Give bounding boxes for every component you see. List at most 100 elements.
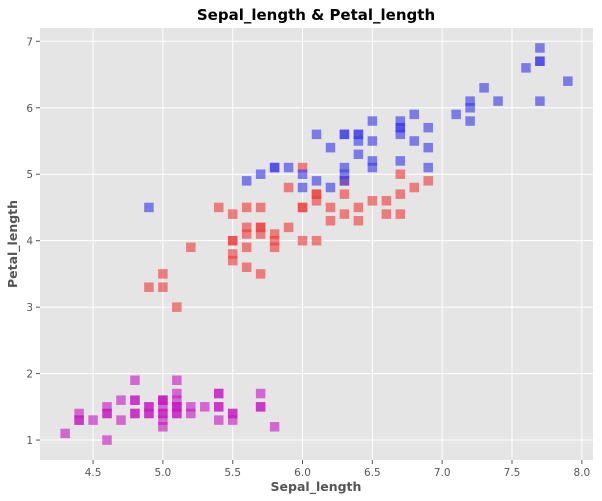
- x-tick-label: 7.0: [434, 467, 451, 479]
- data-point: [311, 235, 322, 246]
- data-point: [325, 182, 336, 193]
- data-point: [74, 415, 84, 425]
- y-axis: 1 2 3 4 5 6 7: [26, 36, 40, 447]
- data-point: [172, 302, 182, 312]
- data-point: [255, 388, 266, 399]
- data-point: [186, 408, 196, 419]
- data-point: [409, 182, 420, 193]
- data-point: [130, 395, 140, 405]
- y-tick-label: 5: [26, 169, 33, 181]
- data-point: [60, 428, 70, 439]
- data-point: [88, 415, 98, 425]
- data-point: [241, 242, 252, 253]
- y-tick-label: 2: [26, 369, 33, 381]
- data-point: [423, 142, 433, 153]
- data-point: [255, 169, 266, 179]
- data-point: [297, 162, 308, 173]
- data-point: [74, 408, 84, 419]
- data-point: [255, 269, 266, 279]
- data-point: [339, 176, 350, 186]
- series-2: [144, 162, 433, 312]
- data-point: [339, 129, 350, 140]
- data-point: [353, 129, 364, 140]
- data-point: [269, 242, 280, 253]
- data-point: [535, 56, 545, 66]
- data-point: [311, 176, 322, 186]
- data-point: [200, 402, 210, 412]
- data-point: [423, 176, 433, 186]
- data-point: [241, 202, 252, 213]
- data-point: [339, 169, 350, 179]
- y-tick-label: 1: [26, 435, 33, 447]
- data-point: [283, 182, 294, 193]
- data-point: [283, 222, 294, 233]
- data-point: [213, 415, 224, 425]
- data-point: [395, 122, 406, 133]
- x-axis: 4.5 5.0 5.5 6.0 6.5 7.0 7.5 8.0: [85, 460, 590, 479]
- data-point: [325, 142, 336, 153]
- x-tick-label: 5.5: [224, 467, 241, 479]
- chart-title: Sepal_length & Petal_length: [197, 6, 435, 24]
- data-point: [227, 209, 238, 219]
- data-point: [535, 96, 545, 106]
- data-point: [395, 156, 406, 166]
- x-axis-label: Sepal_length: [271, 479, 362, 495]
- data-point: [172, 408, 182, 419]
- data-point: [395, 169, 406, 179]
- data-point: [311, 196, 322, 206]
- data-point: [241, 229, 252, 239]
- data-point: [353, 202, 364, 213]
- data-point: [465, 103, 475, 113]
- x-tick-label: 4.5: [85, 467, 102, 479]
- data-point: [213, 388, 224, 399]
- data-point: [325, 215, 336, 226]
- data-point: [186, 242, 196, 253]
- data-point: [227, 255, 238, 266]
- data-point: [297, 202, 308, 213]
- data-point: [339, 189, 350, 199]
- y-tick-label: 4: [26, 236, 33, 248]
- data-point: [283, 162, 294, 173]
- data-point: [269, 162, 280, 173]
- data-point: [465, 96, 475, 106]
- data-point: [255, 202, 266, 213]
- data-point: [395, 189, 406, 199]
- data-point: [213, 402, 224, 412]
- y-axis-label: Petal_length: [5, 200, 21, 288]
- data-point: [227, 235, 238, 246]
- data-point: [186, 402, 196, 412]
- x-tick-label: 7.5: [504, 467, 521, 479]
- data-point: [158, 415, 168, 425]
- data-point: [130, 375, 140, 385]
- series-3: [144, 43, 573, 213]
- data-point: [269, 422, 280, 432]
- data-point: [353, 136, 364, 146]
- data-point: [367, 156, 378, 166]
- data-points: [60, 43, 573, 445]
- data-point: [269, 235, 280, 246]
- data-point: [144, 408, 154, 419]
- data-point: [311, 129, 322, 140]
- data-point: [325, 202, 336, 213]
- data-point: [227, 408, 238, 419]
- x-tick-label: 8.0: [573, 467, 590, 479]
- data-point: [353, 215, 364, 226]
- series-1: [60, 375, 280, 445]
- data-point: [493, 96, 503, 106]
- data-point: [116, 395, 126, 405]
- data-point: [297, 235, 308, 246]
- data-point: [563, 76, 573, 86]
- data-point: [213, 202, 224, 213]
- data-point: [367, 162, 378, 173]
- x-tick-label: 6.0: [294, 467, 311, 479]
- data-point: [423, 162, 433, 173]
- data-point: [102, 402, 112, 412]
- data-point: [521, 63, 531, 73]
- y-tick-label: 6: [26, 103, 33, 115]
- data-point: [423, 122, 433, 133]
- data-point: [479, 83, 489, 93]
- data-point: [227, 249, 238, 259]
- data-point: [241, 262, 252, 273]
- data-point: [144, 402, 154, 412]
